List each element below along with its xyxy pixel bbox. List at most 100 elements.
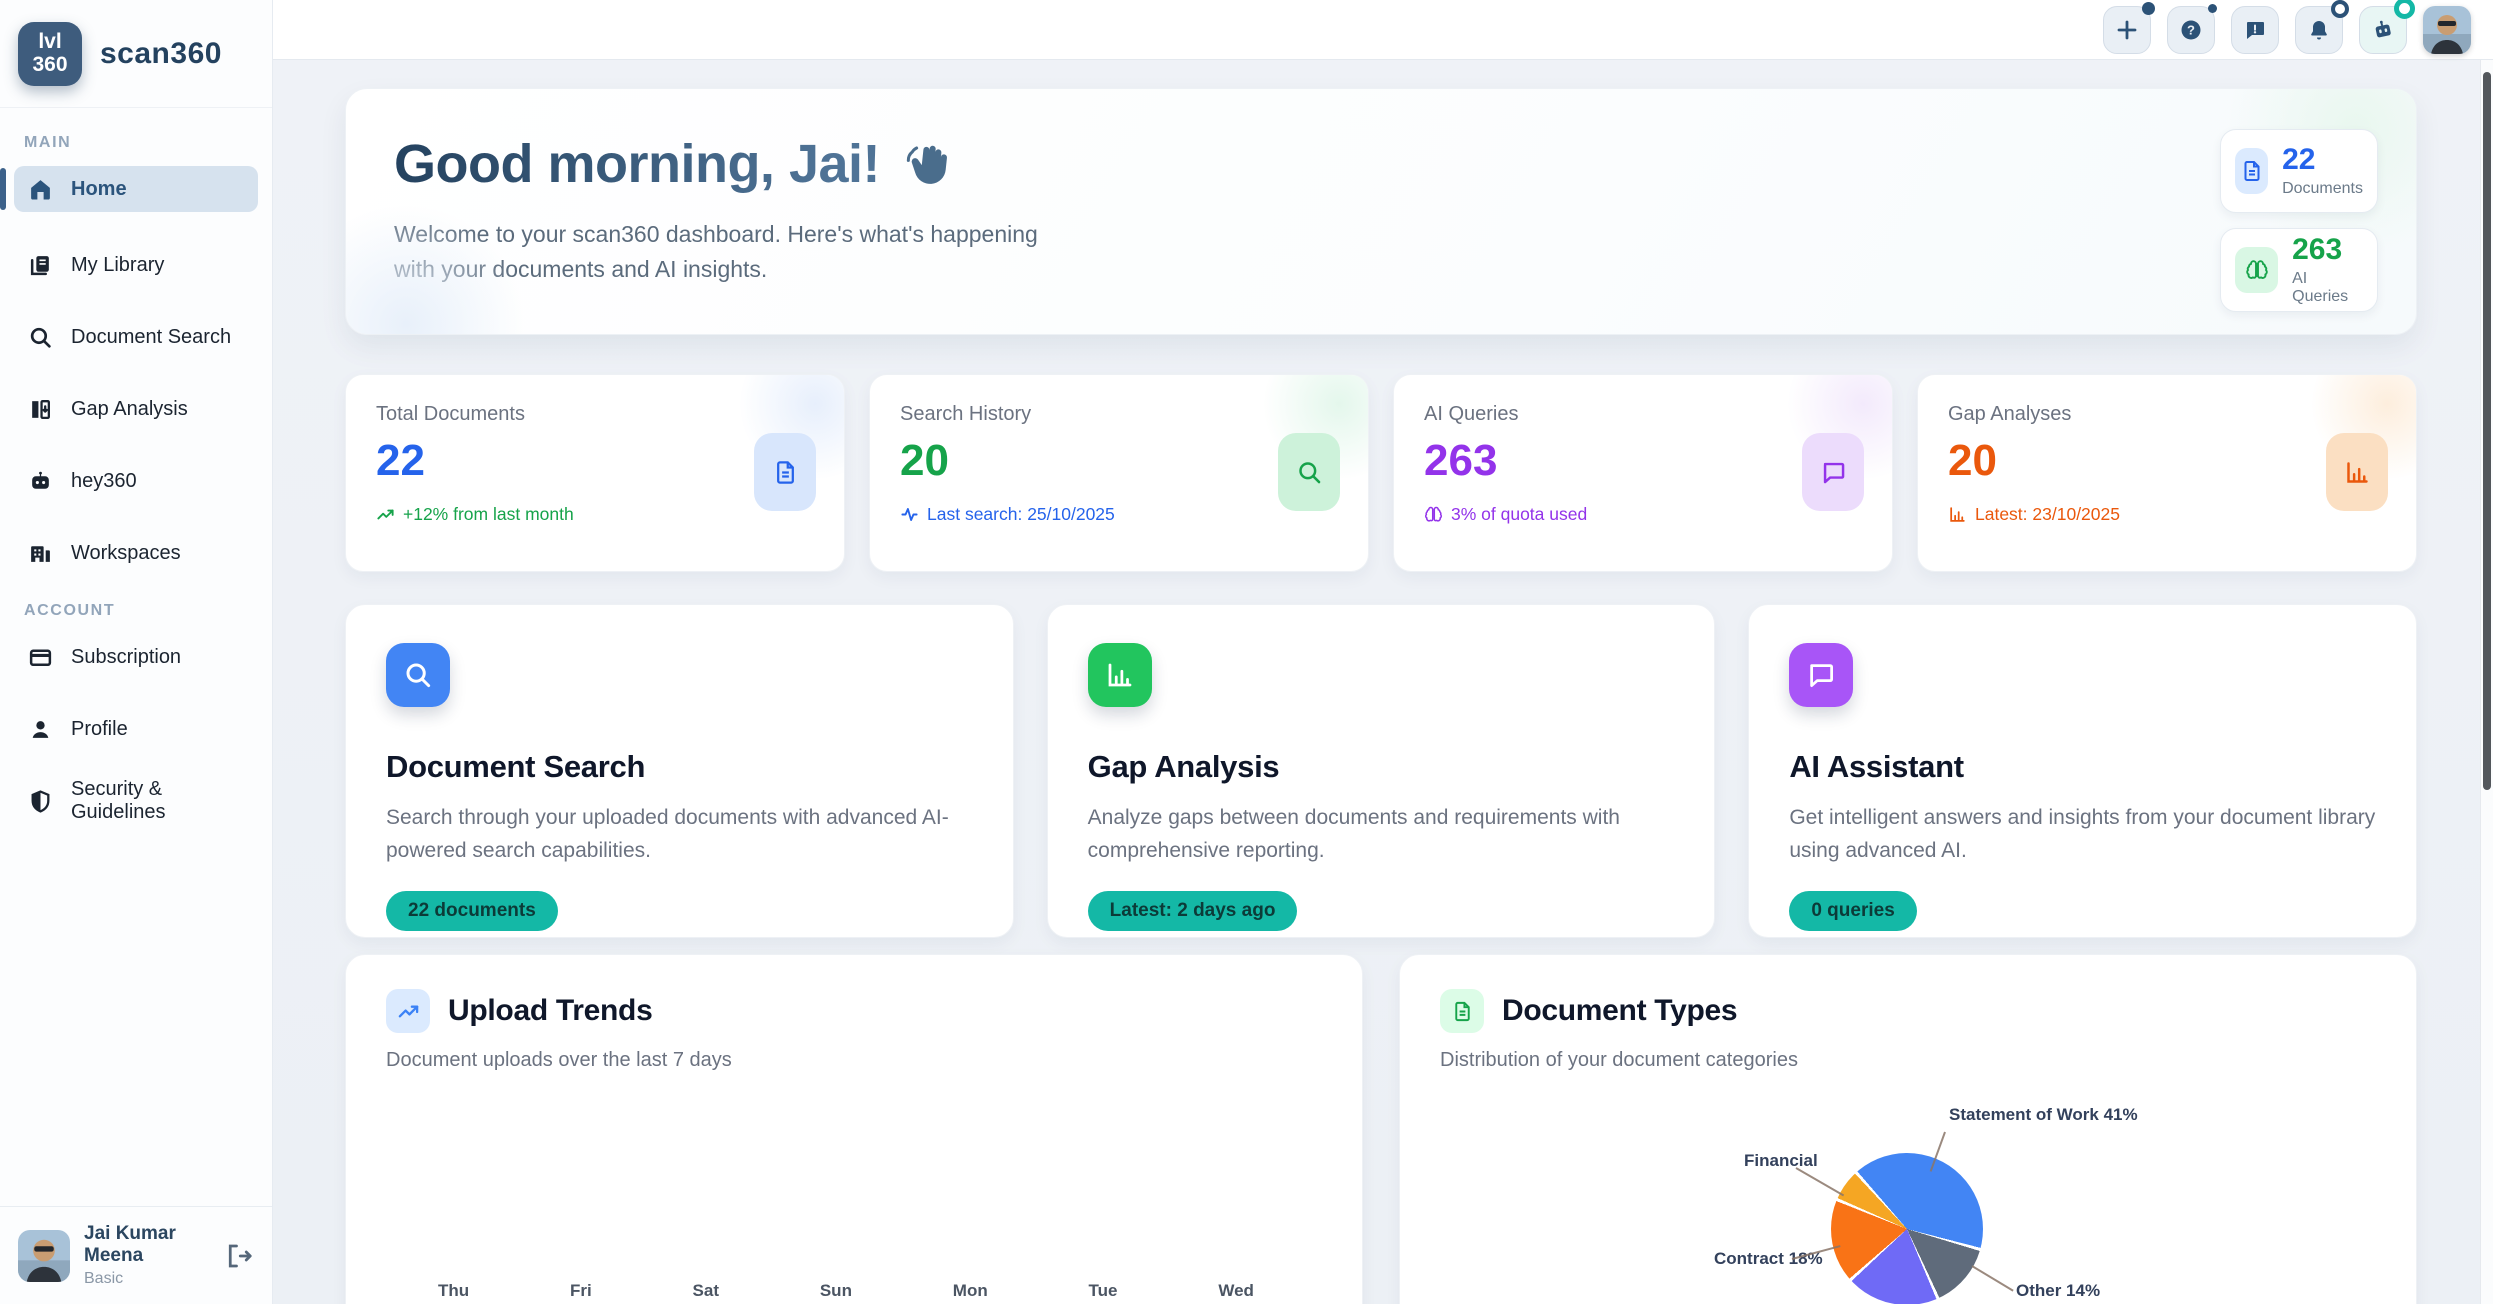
avatar-photo [2423, 5, 2471, 54]
file-icon-chip [754, 433, 816, 511]
plus-icon [2117, 20, 2137, 39]
robot-icon [32, 471, 49, 489]
chart-subtitle: Document uploads over the last 7 days [386, 1049, 732, 1071]
feedback-button[interactable] [2231, 5, 2279, 54]
add-button[interactable] [2103, 1, 2155, 54]
stat-subtext: Last search: 25/10/2025 [900, 504, 1338, 525]
svg-text:?: ? [2187, 22, 2195, 37]
axis-tick-label: Wed [1218, 1281, 1254, 1300]
pie-label-contract: Contract 18% [1714, 1249, 1823, 1268]
sidebar-item-subscription[interactable]: Subscription [14, 634, 258, 680]
app-logo: lvl 360 scan360 [0, 0, 272, 108]
pie-label-financial: Financial [1744, 1151, 1818, 1170]
sidebar-item-label: Workspaces [71, 541, 181, 564]
stat-card-total-documents: Total Documents 22 +12% from last month [345, 374, 845, 572]
sidebar-item-document-search[interactable]: Document Search [14, 314, 258, 360]
feature-card-document-search[interactable]: Document Search Search through your uplo… [345, 604, 1014, 938]
chart-subtitle: Distribution of your document categories [1440, 1049, 1798, 1071]
main-content: Good morning, Jai! Welcome to your scan3… [273, 60, 2493, 1304]
pie-label-other: Other 14% [2016, 1281, 2101, 1300]
sidebar-item-label: Document Search [71, 325, 232, 348]
sidebar-item-gap-analysis[interactable]: Gap Analysis [14, 386, 258, 432]
sidebar-item-hey360[interactable]: hey360 [14, 458, 258, 504]
sidebar-item-label: Security & Guidelines [71, 778, 166, 823]
search-icon [30, 327, 51, 348]
notification-dot [2208, 3, 2217, 13]
profile-avatar[interactable] [2423, 5, 2471, 54]
feature-badge: Latest: 2 days ago [1087, 891, 1298, 932]
sidebar-user[interactable]: Jai Kumar Meena Basic [0, 1206, 272, 1304]
upload-x-axis: Thu Fri Sat Sun Mon Tue Wed [438, 1281, 1254, 1301]
axis-tick-label: Sat [692, 1281, 720, 1300]
user-avatar[interactable] [18, 1229, 70, 1282]
file-icon [1440, 989, 1484, 1033]
stat-label: Gap Analyses [1948, 403, 2072, 425]
nav-section-account: ACCOUNT [24, 602, 116, 619]
top-header: ? [273, 0, 2493, 60]
greeting-banner: Good morning, Jai! Welcome to your scan3… [345, 88, 2417, 335]
sidebar-item-home[interactable]: Home [0, 166, 258, 212]
bar-chart-icon [1950, 507, 1965, 522]
trending-up-icon [386, 989, 430, 1033]
sidebar-item-label: Subscription [71, 645, 182, 668]
app-name: scan360 [100, 36, 222, 70]
banner-mini-stats: 22 Documents 263 AI Queries [2220, 129, 2378, 312]
assistant-button[interactable] [2359, 0, 2415, 54]
mini-stat-value: 263 [2292, 232, 2343, 266]
stat-subtext: Latest: 23/10/2025 [1948, 504, 2386, 525]
notifications-button[interactable] [2295, 0, 2349, 54]
axis-tick-label: Thu [438, 1281, 470, 1300]
chart-title: Document Types [1502, 994, 1738, 1027]
logout-icon[interactable] [224, 1241, 254, 1271]
sidebar-item-label: Home [71, 177, 127, 200]
search-icon-chip [1278, 433, 1340, 511]
feature-description: Analyze gaps between documents and requi… [1087, 806, 1620, 863]
home-icon [31, 179, 50, 199]
feature-card-ai-assistant[interactable]: AI Assistant Get intelligent answers and… [1748, 604, 2417, 938]
user-name: Jai Kumar Meena [84, 1223, 176, 1266]
scrollbar-thumb[interactable] [2483, 72, 2491, 790]
credit-card-icon [29, 648, 52, 666]
sidebar: lvl 360 scan360 MAIN Home My Library Doc… [0, 0, 273, 1304]
library-icon [30, 255, 49, 275]
axis-tick-label: Tue [1088, 1281, 1118, 1300]
sidebar-item-workspaces[interactable]: Workspaces [14, 530, 258, 576]
sidebar-item-label: hey360 [71, 469, 137, 492]
search-icon [386, 643, 450, 707]
brain-icon [2235, 247, 2279, 293]
sidebar-item-security[interactable]: Security & Guidelines [14, 778, 258, 824]
stat-subtext: +12% from last month [376, 504, 814, 525]
welcome-text: Welcome to your scan360 dashboard. Here'… [394, 221, 1038, 282]
mini-stat-label: AI Queries [2292, 269, 2349, 305]
stat-label: AI Queries [1424, 403, 1519, 425]
help-icon: ? [2181, 20, 2201, 39]
scrollbar-track[interactable] [2480, 60, 2493, 1304]
nav-section-main: MAIN [24, 134, 72, 151]
wave-icon [906, 145, 947, 184]
mini-stat-value: 22 [2282, 142, 2316, 176]
stat-card-gap-analyses: Gap Analyses 20 Latest: 23/10/2025 [1917, 374, 2417, 572]
feature-description: Get intelligent answers and insights fro… [1789, 806, 2376, 863]
user-plan-badge: Basic [84, 1270, 124, 1287]
bar-chart-icon-chip [2326, 433, 2388, 511]
pie-leader-line [1795, 1167, 1845, 1197]
help-button[interactable]: ? [2167, 3, 2217, 54]
stat-label: Total Documents [376, 403, 525, 425]
assistant-status-ring [2394, 0, 2415, 19]
avatar-photo [18, 1229, 70, 1282]
feedback-icon [2247, 21, 2264, 39]
feature-card-gap-analysis[interactable]: Gap Analysis Analyze gaps between docume… [1046, 604, 1716, 938]
message-icon-chip [1802, 433, 1864, 511]
stat-value: 263 [1424, 436, 1498, 485]
logo-line1: lvl [38, 30, 62, 54]
axis-tick-label: Mon [952, 1281, 988, 1300]
logo-mark: lvl 360 [18, 21, 82, 86]
sidebar-item-profile[interactable]: Profile [14, 706, 258, 752]
gap-analysis-icon [32, 399, 50, 419]
sidebar-item-label: Gap Analysis [71, 397, 188, 420]
sidebar-item-label: My Library [71, 253, 165, 276]
sidebar-item-my-library[interactable]: My Library [14, 242, 258, 288]
sidebar-item-label: Profile [71, 717, 128, 740]
feature-title: Gap Analysis [1087, 749, 1280, 784]
notification-ring [2331, 0, 2349, 18]
